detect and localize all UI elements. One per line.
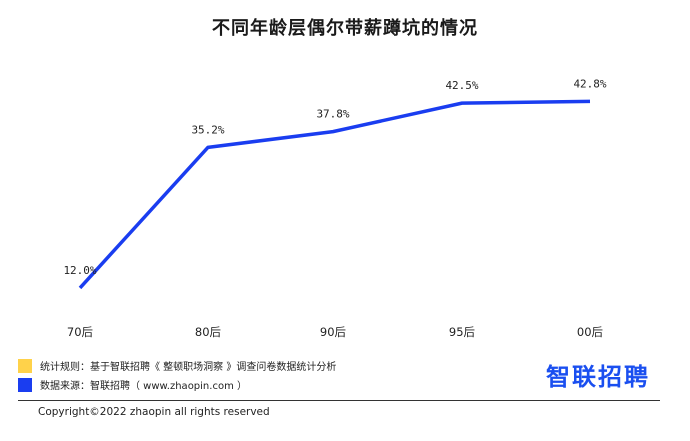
legend-source-text: 数据来源：智联招聘（ www.zhaopin.com ） (40, 381, 247, 392)
legend-rule-text: 统计规则：基于智联招聘《 整顿职场洞察 》调查问卷数据统计分析 (40, 362, 337, 373)
legend-item-source: 数据来源：智联招聘（ www.zhaopin.com ） (18, 377, 247, 392)
x-tick-label: 00后 (577, 325, 603, 339)
footer-divider (18, 400, 660, 401)
x-tick-label: 95后 (449, 325, 475, 339)
data-label: 35.2% (191, 123, 224, 136)
chart-title: 不同年龄层偶尔带薪蹲坑的情况 (212, 18, 478, 39)
value-labels: 12.0% 35.2% 37.8% 42.5% 42.8% (63, 77, 606, 277)
category-labels: 70后 80后 90后 95后 00后 (67, 325, 603, 339)
data-label: 37.8% (316, 108, 349, 121)
legend-swatch-blue (18, 377, 32, 392)
copyright-text: Copyright©2022 zhaopin all rights reserv… (38, 406, 270, 418)
legend-item-rule: 统计规则：基于智联招聘《 整顿职场洞察 》调查问卷数据统计分析 (18, 358, 336, 373)
data-label: 42.8% (573, 77, 606, 90)
x-tick-label: 80后 (195, 325, 221, 339)
x-tick-label: 70后 (67, 325, 93, 339)
series-layer (78, 99, 591, 290)
series-line (78, 99, 591, 290)
data-label: 12.0% (63, 264, 96, 277)
brand-logo: 智联招聘 (546, 363, 650, 391)
x-tick-label: 90后 (320, 325, 346, 339)
legend-swatch-yellow (18, 358, 32, 373)
line-chart: 12.0% 35.2% 37.8% 42.5% 42.8% 70后 80后 90后 95后 00… (63, 77, 606, 339)
data-label: 42.5% (445, 79, 478, 92)
